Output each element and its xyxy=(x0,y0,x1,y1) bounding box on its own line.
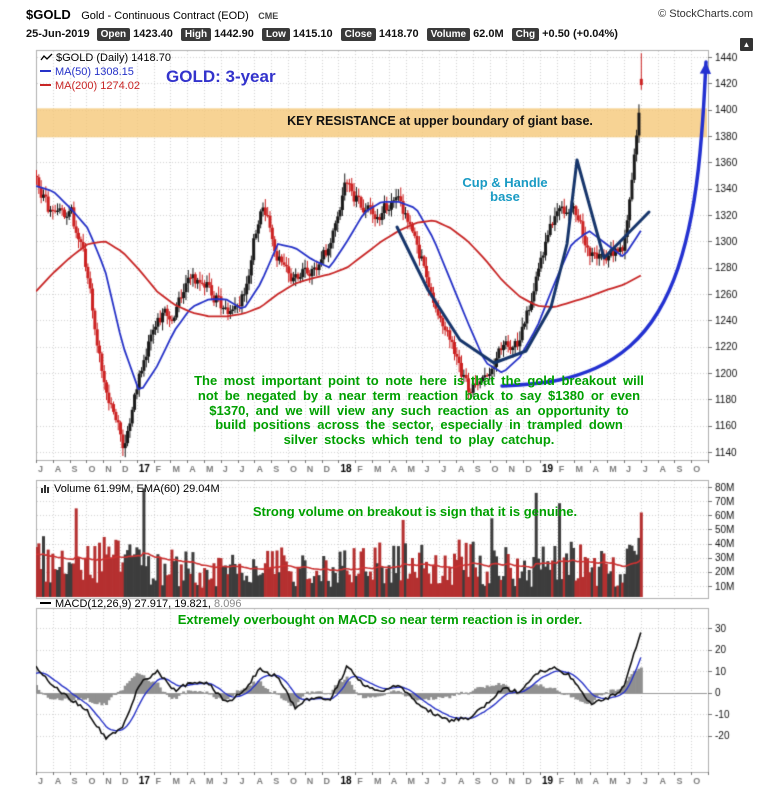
price-line-icon xyxy=(40,53,53,61)
volume-bars-icon xyxy=(41,485,49,493)
low-label: Low xyxy=(261,28,290,41)
volume-annotation: Strong volume on breakout is sign that i… xyxy=(252,504,578,519)
ticker-symbol: $GOLD xyxy=(26,7,71,22)
breakout-commentary: The most important point to note here is… xyxy=(130,373,708,448)
macd-legend-histogram-value: 8.096 xyxy=(214,598,242,610)
price-legend-text: $GOLD (Daily) 1418.70 xyxy=(56,52,171,64)
close-label: Close xyxy=(340,28,376,41)
close-value: 1418.70 xyxy=(378,28,419,40)
chg-value: +0.50 (+0.04%) xyxy=(542,28,618,40)
macd-legend-values: 27.917, 19.821, xyxy=(134,598,211,610)
date-label: 25-Jun-2019 xyxy=(26,28,90,40)
open-field: Open 1423.40 xyxy=(96,24,181,41)
macd-legend: MACD(12,26,9) 27.917, 19.821, 8.096 xyxy=(40,598,242,610)
macd-legend-name: MACD(12,26,9) xyxy=(55,598,132,610)
macd-annotation: Extremely overbought on MACD so near ter… xyxy=(177,612,583,627)
open-value: 1423.40 xyxy=(133,28,173,40)
chg-label: Chg xyxy=(511,28,540,41)
low-field: Low 1415.10 xyxy=(261,24,341,41)
commentary-line: The most important point to note here is… xyxy=(194,373,644,388)
close-field: Close 1418.70 xyxy=(340,24,427,41)
low-value: 1415.10 xyxy=(292,28,333,40)
up-arrow-icon[interactable]: ▲ xyxy=(740,38,753,51)
commentary-line: silver stocks which tend to play catchup… xyxy=(283,432,555,448)
volume-legend: Volume 61.99M, EMA(60) 29.04M xyxy=(40,483,220,495)
ma50-legend: MA(50) 1308.15 xyxy=(40,66,134,78)
cup-handle-label: Cup & Handle base xyxy=(435,176,575,204)
chart-header: $GOLD Gold - Continuous Contract (EOD) C… xyxy=(26,6,278,24)
macd-line-icon xyxy=(40,602,51,604)
cup-handle-label-line1: Cup & Handle xyxy=(462,175,548,190)
volume-legend-text: Volume 61.99M, EMA(60) 29.04M xyxy=(54,483,220,495)
ma50-legend-text: MA(50) 1308.15 xyxy=(55,66,134,78)
ma200-legend: MA(200) 1274.02 xyxy=(40,80,140,92)
price-legend: $GOLD (Daily) 1418.70 xyxy=(40,52,171,64)
high-value: 1442.90 xyxy=(214,28,254,40)
ma200-line-icon xyxy=(40,84,51,86)
high-label: High xyxy=(180,28,212,41)
cup-handle-label-line2: base xyxy=(490,189,520,204)
ma200-legend-text: MA(200) 1274.02 xyxy=(55,80,140,92)
volume-value: 62.0M xyxy=(473,28,504,40)
open-label: Open xyxy=(96,28,131,41)
commentary-line: $1370, and we will view any such reactio… xyxy=(209,402,629,418)
chart-title-annotation: GOLD: 3-year xyxy=(166,67,276,86)
resistance-annotation: KEY RESISTANCE at upper boundary of gian… xyxy=(287,114,593,128)
ma50-line-icon xyxy=(40,70,51,72)
commentary-line: build positions across the sector, espec… xyxy=(215,417,623,433)
high-field: High 1442.90 xyxy=(180,24,262,41)
quote-summary: 25-Jun-2019 Open 1423.40 High 1442.90 Low 1415… xyxy=(26,24,626,42)
copyright-label: © StockCharts.com xyxy=(658,8,753,20)
commentary-line: not be negated by a near term reaction b… xyxy=(197,387,641,403)
exchange-label: CME xyxy=(258,11,279,21)
volume-label: Volume xyxy=(426,28,471,41)
chg-field: Chg +0.50 (+0.04%) xyxy=(511,24,626,41)
instrument-name: Gold - Continuous Contract (EOD) xyxy=(81,10,249,22)
volume-field: Volume 62.0M xyxy=(426,24,512,41)
